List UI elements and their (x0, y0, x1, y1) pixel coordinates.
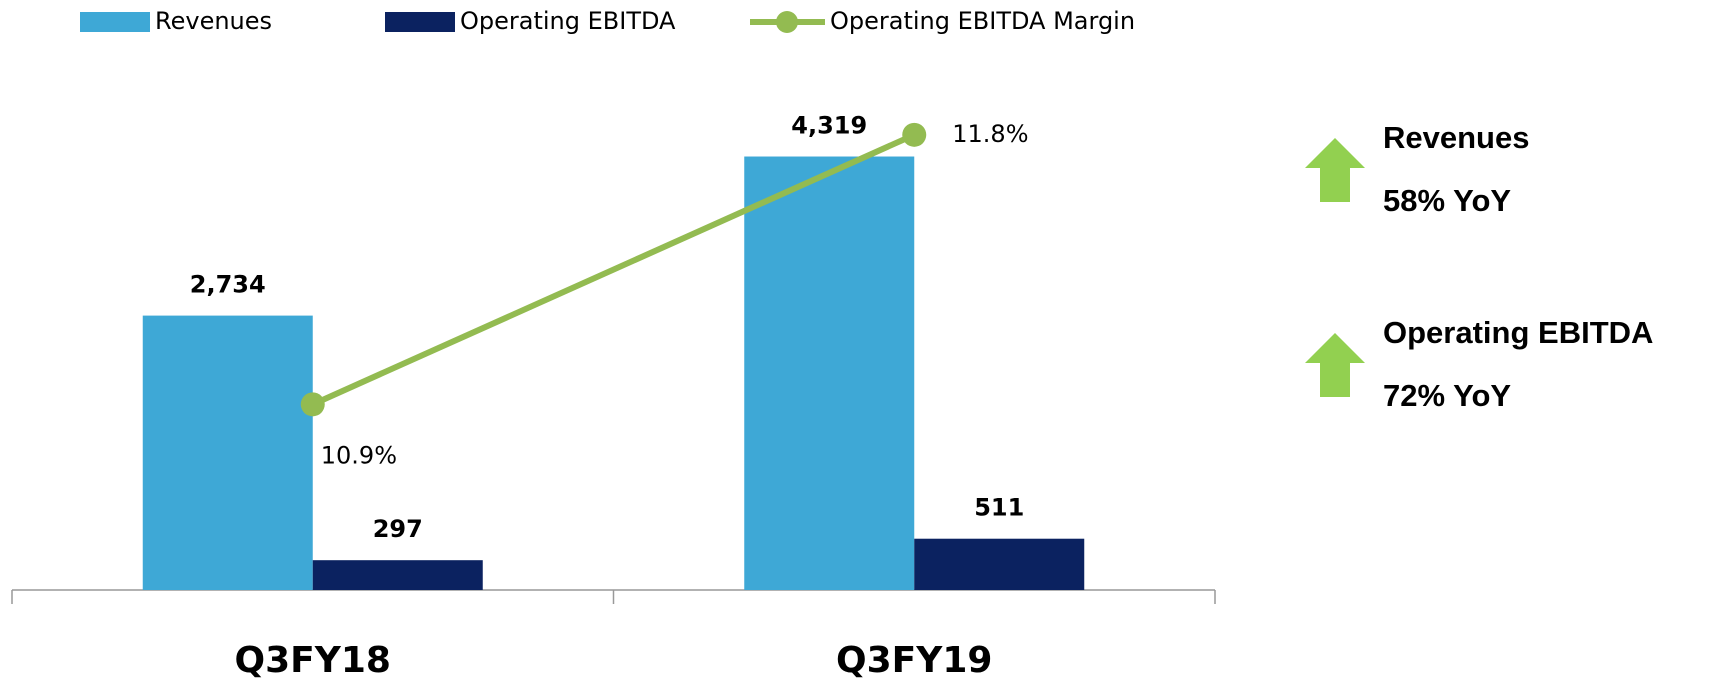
margin-marker (902, 122, 927, 147)
legend-marker (776, 11, 798, 33)
annotation: Operating EBITDA (1383, 315, 1653, 350)
value-label: 2,734 (190, 271, 266, 299)
legend-label: Operating EBITDA (460, 7, 676, 35)
x-tick-label: Q3FY18 (235, 640, 391, 681)
legend-label: Operating EBITDA Margin (830, 7, 1135, 35)
legend-swatch (385, 12, 455, 32)
bar (744, 156, 915, 590)
legend-swatch (80, 12, 150, 32)
value-label: 511 (974, 494, 1024, 522)
annotation: 58% YoY (1383, 183, 1511, 218)
margin-label: 11.8% (952, 120, 1028, 148)
up-arrow (1305, 333, 1365, 397)
x-tick-label: Q3FY19 (836, 640, 992, 681)
arrows (1305, 138, 1365, 397)
annotation: 72% YoY (1383, 378, 1511, 413)
margin-label: 10.9% (321, 441, 397, 469)
up-arrow (1305, 138, 1365, 202)
bar (142, 315, 313, 590)
legend-label: Revenues (155, 7, 272, 35)
value-label: 4,319 (791, 112, 867, 140)
margin-line (311, 132, 916, 408)
bar (312, 560, 483, 590)
value-label: 297 (373, 515, 423, 543)
margin-marker (300, 392, 325, 417)
annotation: Revenues (1383, 120, 1529, 155)
bar (914, 538, 1085, 590)
